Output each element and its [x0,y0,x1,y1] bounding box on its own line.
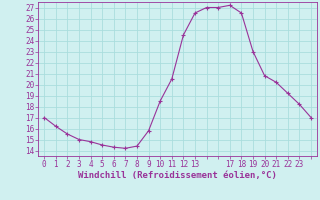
X-axis label: Windchill (Refroidissement éolien,°C): Windchill (Refroidissement éolien,°C) [78,171,277,180]
